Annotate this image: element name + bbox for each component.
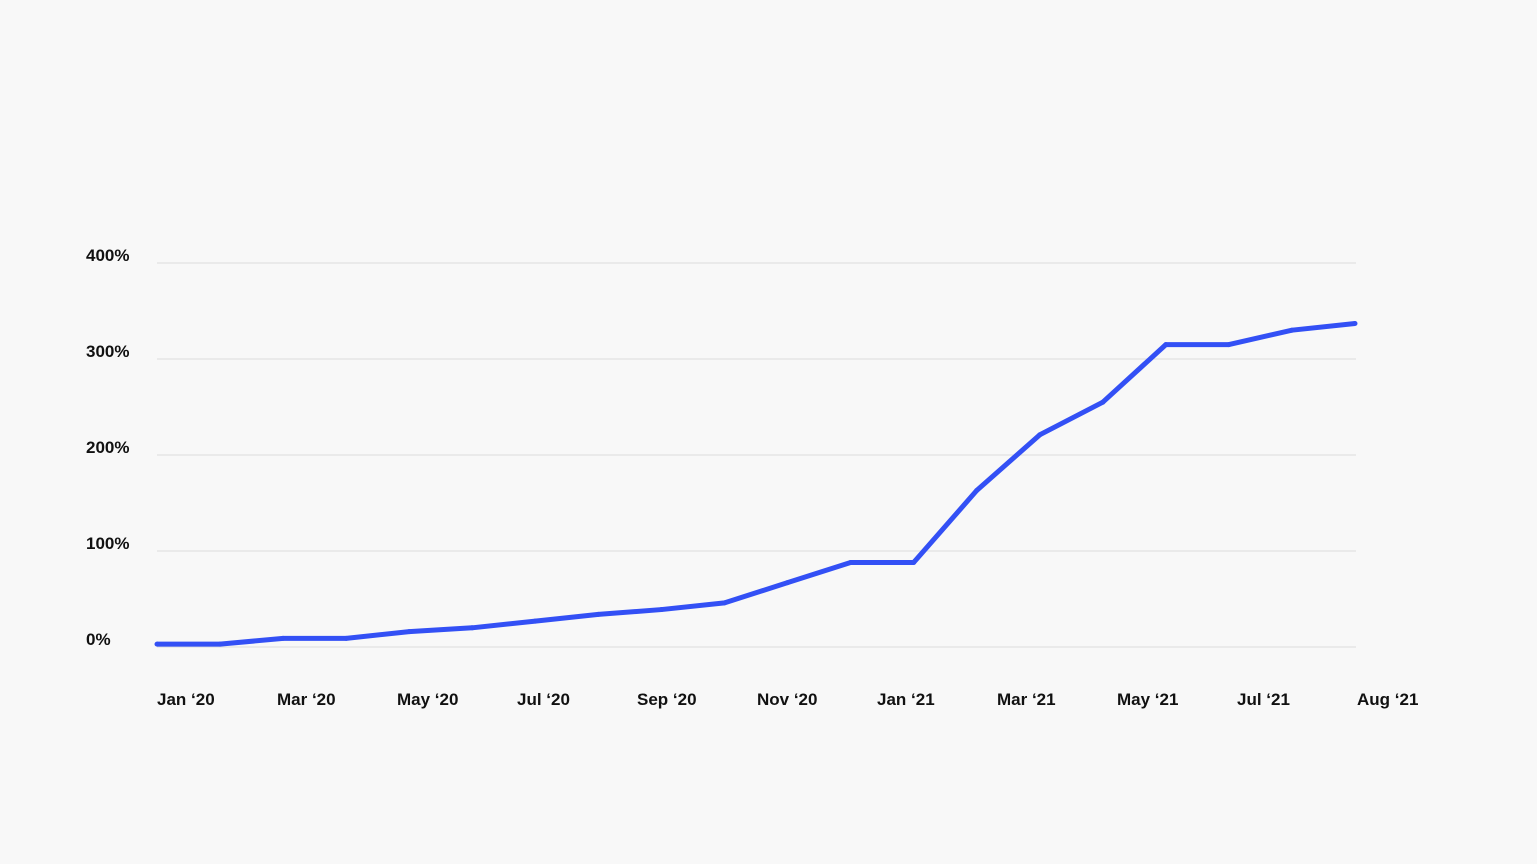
y-tick-label: 400% [86, 246, 129, 265]
x-axis: Jan ‘20 Mar ‘20 May ‘20 Jul ‘20 Sep ‘20 Nov ‘… [157, 690, 1418, 709]
data-point [974, 488, 980, 494]
data-point [406, 629, 412, 635]
series [154, 320, 1358, 647]
data-point [532, 618, 538, 624]
series-line-0 [157, 320, 1356, 647]
x-tick-label: Aug ‘21 [1357, 690, 1418, 709]
data-point [911, 560, 917, 566]
data-point [1100, 399, 1106, 405]
data-point [1163, 342, 1169, 348]
data-point [1037, 432, 1043, 438]
data-point [1226, 342, 1232, 348]
y-tick-label: 100% [86, 534, 129, 553]
data-point [658, 607, 664, 613]
data-point [343, 635, 349, 641]
x-tick-label: May ‘20 [397, 690, 458, 709]
data-point [469, 625, 475, 631]
y-tick-label: 200% [86, 438, 129, 457]
y-axis: 0% 100% 200% 300% 400% [86, 246, 129, 649]
y-tick-label: 300% [86, 342, 129, 361]
x-tick-label: Mar ‘21 [997, 690, 1056, 709]
x-tick-label: Mar ‘20 [277, 690, 336, 709]
grid [157, 262, 1356, 648]
x-tick-label: Jul ‘21 [1237, 690, 1290, 709]
x-tick-label: Sep ‘20 [637, 690, 697, 709]
data-point [848, 560, 854, 566]
data-point [595, 611, 601, 617]
data-point [785, 580, 791, 586]
x-tick-label: Jan ‘20 [157, 690, 215, 709]
data-point [1289, 327, 1295, 333]
x-tick-label: Nov ‘20 [757, 690, 817, 709]
data-point [721, 600, 727, 606]
data-point [1352, 320, 1358, 326]
x-tick-label: Jul ‘20 [517, 690, 570, 709]
data-point [280, 635, 286, 641]
x-tick-label: Jan ‘21 [877, 690, 935, 709]
data-point [154, 641, 160, 647]
x-tick-label: May ‘21 [1117, 690, 1178, 709]
data-point [217, 641, 223, 647]
y-tick-label: 0% [86, 630, 111, 649]
